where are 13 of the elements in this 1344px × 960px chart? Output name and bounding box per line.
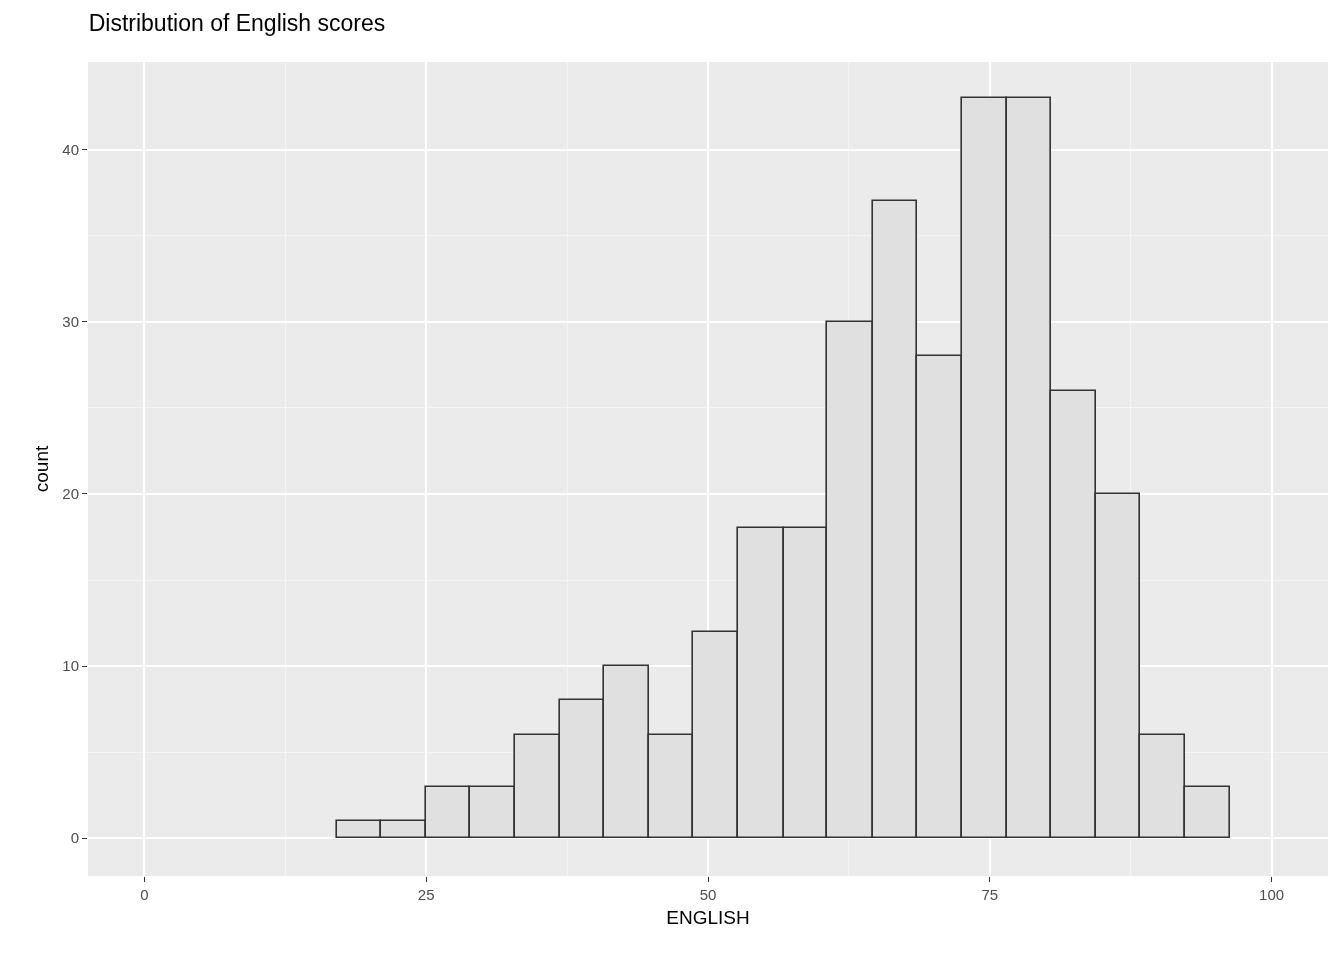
x-tick-label: 25 <box>417 886 435 903</box>
y-tick-label: 10 <box>62 657 79 675</box>
y-tick-label: 30 <box>62 313 79 331</box>
y-axis-title: count <box>31 445 53 493</box>
x-tick-label: 75 <box>981 886 999 903</box>
chart-title: Distribution of English scores <box>88 9 386 36</box>
x-tick-label: 0 <box>140 886 149 903</box>
y-tick-label: 20 <box>62 485 79 503</box>
x-tick-label: 100 <box>1259 886 1285 903</box>
x-axis-title: ENGLISH <box>666 906 750 928</box>
y-tick-label: 40 <box>62 141 79 159</box>
y-tick-label: 0 <box>70 829 79 847</box>
x-tick-label: 50 <box>699 886 717 903</box>
